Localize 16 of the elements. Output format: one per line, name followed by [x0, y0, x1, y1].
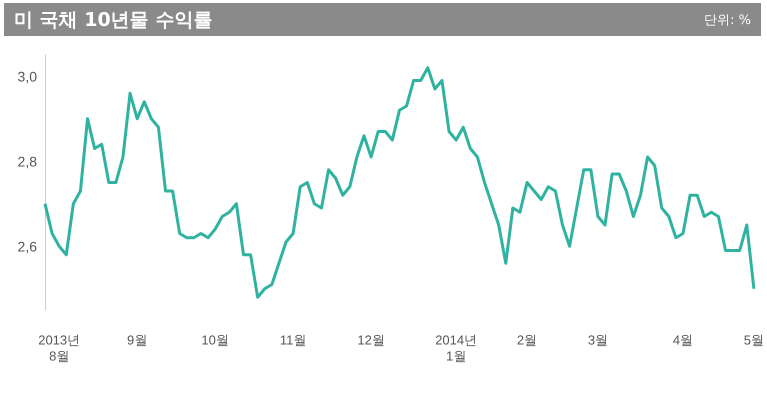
x-tick-label: 3월: [588, 332, 608, 348]
x-tick-label: 5월: [744, 332, 764, 348]
y-tick-label: 3,0: [18, 68, 38, 84]
x-tick-label: 10월: [201, 332, 229, 348]
x-tick-label: 9월: [127, 332, 148, 348]
x-tick-label: 4월: [672, 332, 694, 348]
line-series: [44, 66, 756, 299]
x-tick-label: 2013년 8월: [38, 332, 80, 364]
y-tick-label: 2,6: [18, 238, 38, 254]
x-tick-label: 11월: [280, 332, 306, 348]
chart-subtitle: 단위: %: [704, 12, 751, 28]
x-tick-label: 2014년 1월: [435, 332, 478, 364]
y-tick-label: 2,8: [18, 153, 38, 170]
x-tick-label: 12월: [357, 332, 385, 348]
chart-title: 미 국채 10년물 수익률: [14, 8, 212, 32]
x-tick-label: 2월: [516, 332, 538, 348]
